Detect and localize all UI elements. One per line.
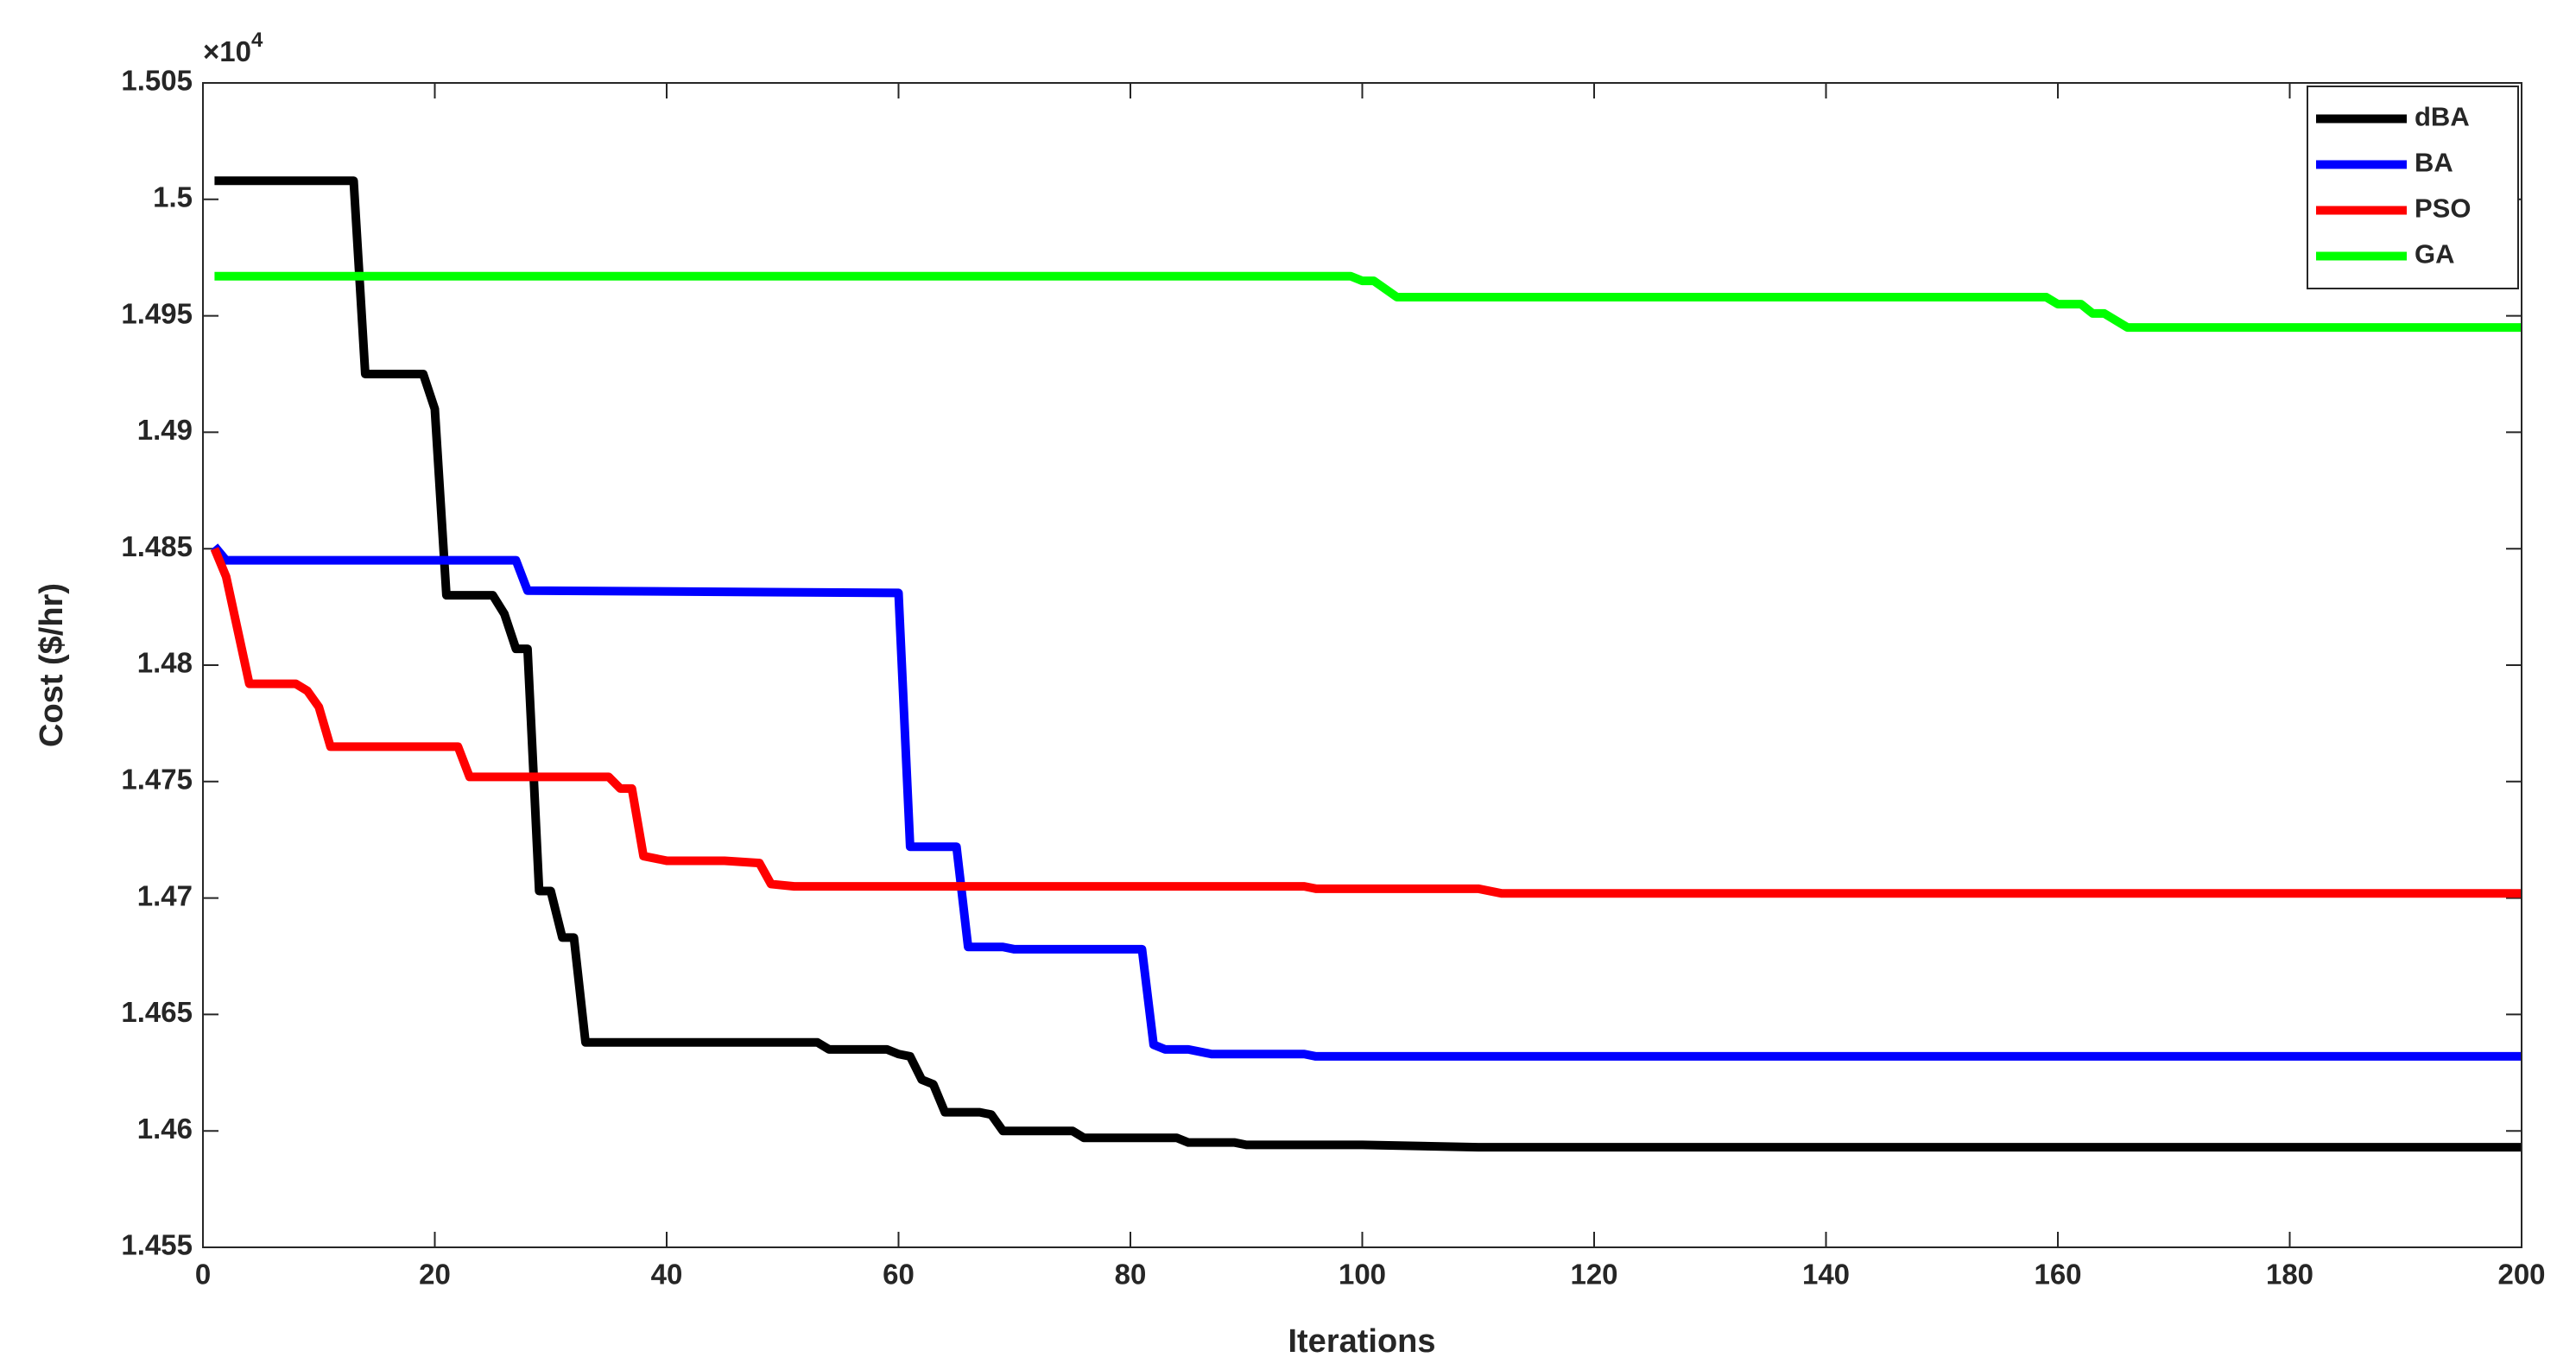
x-tick-label: 100 xyxy=(1339,1259,1386,1291)
y-multiplier: ×104 xyxy=(203,29,263,67)
legend-label: PSO xyxy=(2415,193,2471,224)
y-tick-label: 1.49 xyxy=(137,414,193,446)
y-tick-label: 1.475 xyxy=(121,764,193,796)
y-axis-label: Cost ($/hr) xyxy=(34,583,70,747)
x-tick-label: 200 xyxy=(2497,1259,2545,1291)
x-tick-label: 80 xyxy=(1115,1259,1147,1291)
series-line xyxy=(214,176,2522,1152)
y-tick-label: 1.455 xyxy=(121,1229,193,1261)
x-tick-label: 160 xyxy=(2034,1259,2081,1291)
y-tick-label: 1.48 xyxy=(137,647,193,679)
y-tick-label: 1.47 xyxy=(137,879,193,911)
y-tick-label: 1.505 xyxy=(121,65,193,97)
x-tick-label: 140 xyxy=(1802,1259,1850,1291)
y-tick-label: 1.485 xyxy=(121,530,193,562)
y-multiplier-exponent: 4 xyxy=(251,29,263,52)
legend-label: BA xyxy=(2415,148,2453,178)
series-line xyxy=(214,271,2522,333)
x-tick-label: 120 xyxy=(1570,1259,1617,1291)
y-multiplier-base: ×10 xyxy=(203,35,251,67)
x-tick-label: 0 xyxy=(195,1259,211,1291)
x-tick-label: 20 xyxy=(419,1259,451,1291)
plot-area xyxy=(203,83,2522,1247)
y-tick-label: 1.46 xyxy=(137,1113,193,1145)
y-tick-label: 1.5 xyxy=(153,181,193,213)
x-tick-label: 180 xyxy=(2266,1259,2313,1291)
y-tick-label: 1.495 xyxy=(121,297,193,329)
legend: dBA BA PSO GA xyxy=(2307,86,2519,289)
plot-frame xyxy=(202,82,2522,1248)
series-line xyxy=(211,543,2522,1061)
x-tick-label: 60 xyxy=(883,1259,915,1291)
legend-label: dBA xyxy=(2415,102,2470,132)
legend-label: GA xyxy=(2415,239,2455,270)
x-axis-label: Iterations xyxy=(1288,1323,1435,1360)
x-tick-label: 40 xyxy=(651,1259,683,1291)
series-line xyxy=(210,547,2522,898)
y-tick-label: 1.465 xyxy=(121,996,193,1028)
